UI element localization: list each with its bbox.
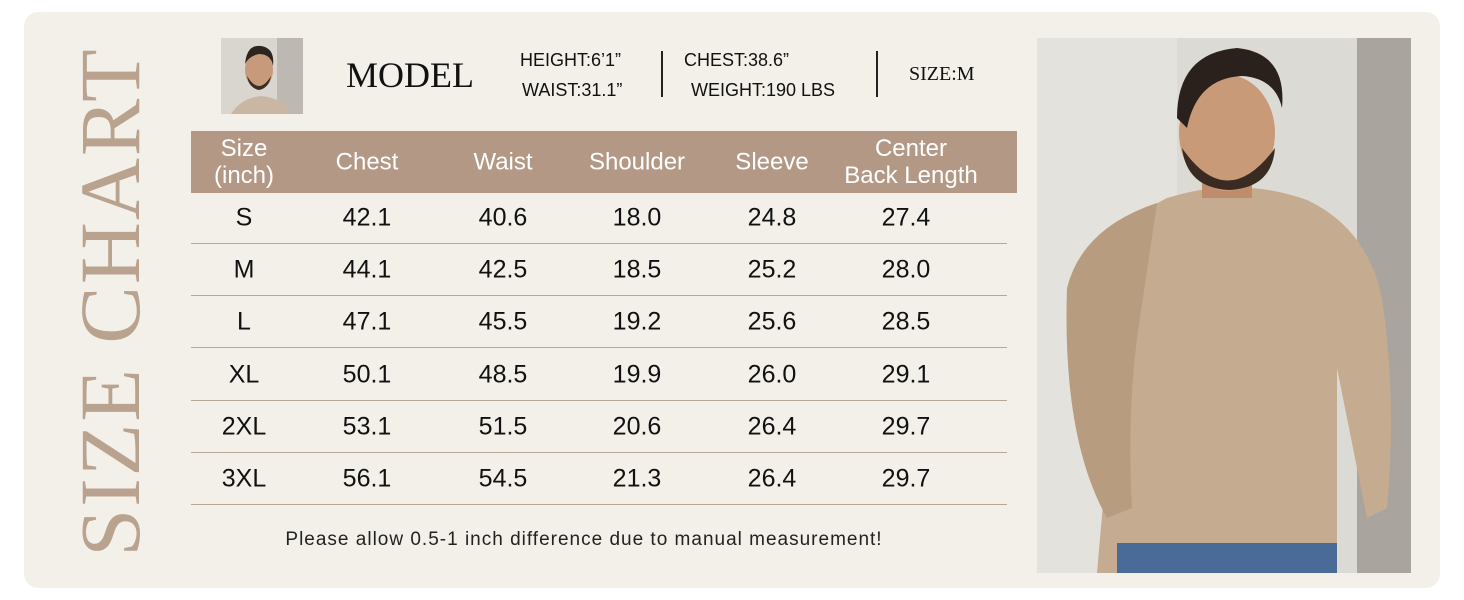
table-cell: 48.5 [478, 360, 528, 389]
table-cell: 19.2 [612, 307, 662, 336]
row-rule [191, 452, 1007, 453]
table-cell: 26.4 [747, 464, 797, 493]
row-rule [191, 347, 1007, 348]
separator [661, 51, 663, 97]
column-header: Chest [335, 148, 399, 176]
table-cell: 50.1 [342, 360, 392, 389]
model-photo [1037, 38, 1411, 573]
table-cell: 27.4 [881, 203, 931, 232]
table-cell: 28.5 [881, 307, 931, 336]
table-cell: 29.1 [881, 360, 931, 389]
model-size: SIZE:M [909, 63, 975, 85]
table-cell: 53.1 [342, 412, 392, 441]
column-header: Size (inch) [213, 135, 275, 189]
model-chest: CHEST:38.6” [684, 50, 790, 70]
title: SIZE CHART [62, 47, 158, 557]
size-cell: XL [228, 360, 260, 389]
table-cell: 56.1 [342, 464, 392, 493]
table-header [191, 131, 1017, 193]
table-cell: 20.6 [612, 412, 662, 441]
model-weight: WEIGHT:190 LBS [691, 80, 836, 100]
table-cell: 18.5 [612, 255, 662, 284]
table-cell: 51.5 [478, 412, 528, 441]
table-cell: 29.7 [881, 464, 931, 493]
column-header: Waist [473, 148, 533, 176]
row-rule [191, 504, 1007, 505]
model-height: HEIGHT:6’1” [520, 50, 622, 70]
separator [876, 51, 878, 97]
table-cell: 47.1 [342, 307, 392, 336]
column-header: Center Back Length [844, 135, 978, 189]
note: Please allow 0.5-1 inch difference due t… [285, 529, 883, 550]
size-cell: L [237, 307, 251, 336]
row-rule [191, 243, 1007, 244]
row-rule [191, 295, 1007, 296]
table-cell: 19.9 [612, 360, 662, 389]
size-cell: M [233, 255, 255, 284]
size-cell: 3XL [221, 464, 267, 493]
table-cell: 45.5 [478, 307, 528, 336]
size-cell: 2XL [221, 412, 267, 441]
model-label: MODEL [346, 55, 474, 95]
table-cell: 25.2 [747, 255, 797, 284]
row-rule [191, 400, 1007, 401]
model-waist: WAIST:31.1” [522, 80, 623, 100]
table-cell: 29.7 [881, 412, 931, 441]
table-cell: 44.1 [342, 255, 392, 284]
table-cell: 40.6 [478, 203, 528, 232]
size-cell: S [235, 203, 253, 232]
table-cell: 25.6 [747, 307, 797, 336]
table-cell: 26.0 [747, 360, 797, 389]
table-cell: 28.0 [881, 255, 931, 284]
table-cell: 18.0 [612, 203, 662, 232]
model-thumbnail [221, 38, 303, 114]
column-header: Sleeve [735, 148, 809, 176]
table-cell: 21.3 [612, 464, 662, 493]
column-header: Shoulder [588, 148, 686, 176]
table-cell: 24.8 [747, 203, 797, 232]
table-cell: 26.4 [747, 412, 797, 441]
table-cell: 42.5 [478, 255, 528, 284]
table-cell: 42.1 [342, 203, 392, 232]
table-cell: 54.5 [478, 464, 528, 493]
